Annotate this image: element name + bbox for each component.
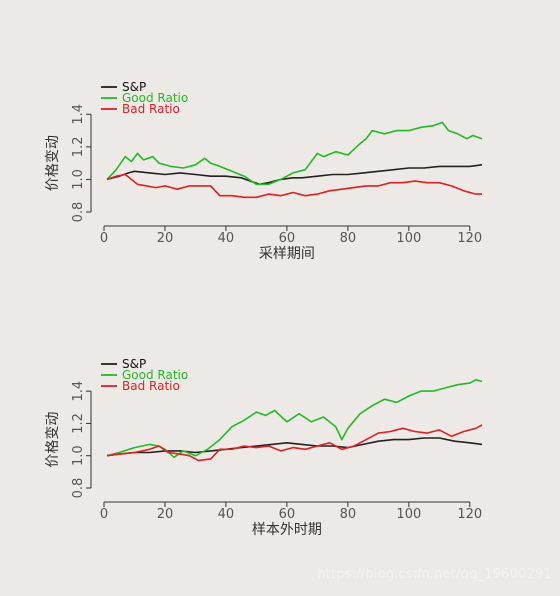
x-tick-label: 120 bbox=[457, 231, 482, 246]
x-axis-title: 样本外时期 bbox=[252, 522, 322, 538]
x-tick-label: 40 bbox=[218, 507, 235, 522]
x-tick-label: 60 bbox=[279, 231, 296, 246]
y-tick-label: 1.2 bbox=[71, 137, 86, 158]
y-axis-title: 价格变动 bbox=[45, 135, 61, 191]
chart-panel-1: 0 20 40 60 80 100 120 0.8 1.0 1.2 1.4 采样期间 价格变动 S&PGo… bbox=[45, 80, 483, 262]
y-tick-label: 0.8 bbox=[71, 478, 86, 499]
x-tick-label: 100 bbox=[396, 507, 421, 522]
x-tick-label: 0 bbox=[100, 507, 108, 522]
legend-label: Bad Ratio bbox=[122, 102, 180, 116]
y-tick-label: 1.0 bbox=[71, 445, 86, 466]
chart-panel-2: 0 20 40 60 80 100 120 0.8 1.0 1.2 1.4 样本外时期 价格变动 S&PG… bbox=[45, 357, 483, 538]
x-tick-label: 20 bbox=[157, 507, 174, 522]
x-tick-label: 0 bbox=[100, 231, 108, 246]
x-tick-label: 100 bbox=[396, 231, 421, 246]
y-tick-label: 1.4 bbox=[71, 104, 86, 125]
y-tick-label: 1.4 bbox=[71, 381, 86, 402]
series-line-s-p bbox=[106, 437, 483, 457]
legend-label: Good Ratio bbox=[122, 368, 188, 382]
legend-label: Bad Ratio bbox=[122, 379, 180, 393]
x-tick-label: 40 bbox=[218, 231, 235, 246]
legend-label: S&P bbox=[122, 357, 146, 371]
series-line-bad-ratio bbox=[106, 424, 483, 462]
x-tick-label: 80 bbox=[340, 231, 357, 246]
series-line-good-ratio bbox=[106, 121, 483, 186]
series-line-good-ratio bbox=[106, 379, 483, 459]
legend-label: Good Ratio bbox=[122, 91, 188, 105]
y-axis-title: 价格变动 bbox=[45, 412, 61, 468]
legend-label: S&P bbox=[122, 80, 146, 94]
series-line-bad-ratio bbox=[106, 173, 482, 199]
x-tick-label: 80 bbox=[340, 507, 357, 522]
y-tick-label: 1.0 bbox=[71, 169, 86, 190]
y-tick-label: 0.8 bbox=[71, 202, 86, 223]
y-tick-label: 1.2 bbox=[71, 413, 86, 434]
series-line-s-p bbox=[106, 164, 483, 186]
x-tick-label: 20 bbox=[157, 231, 174, 246]
x-tick-label: 60 bbox=[279, 507, 296, 522]
watermark: https://blog.csdn.net/qq_19600291 bbox=[317, 567, 552, 582]
x-axis-title: 采样期间 bbox=[259, 246, 315, 262]
x-tick-label: 120 bbox=[457, 507, 482, 522]
